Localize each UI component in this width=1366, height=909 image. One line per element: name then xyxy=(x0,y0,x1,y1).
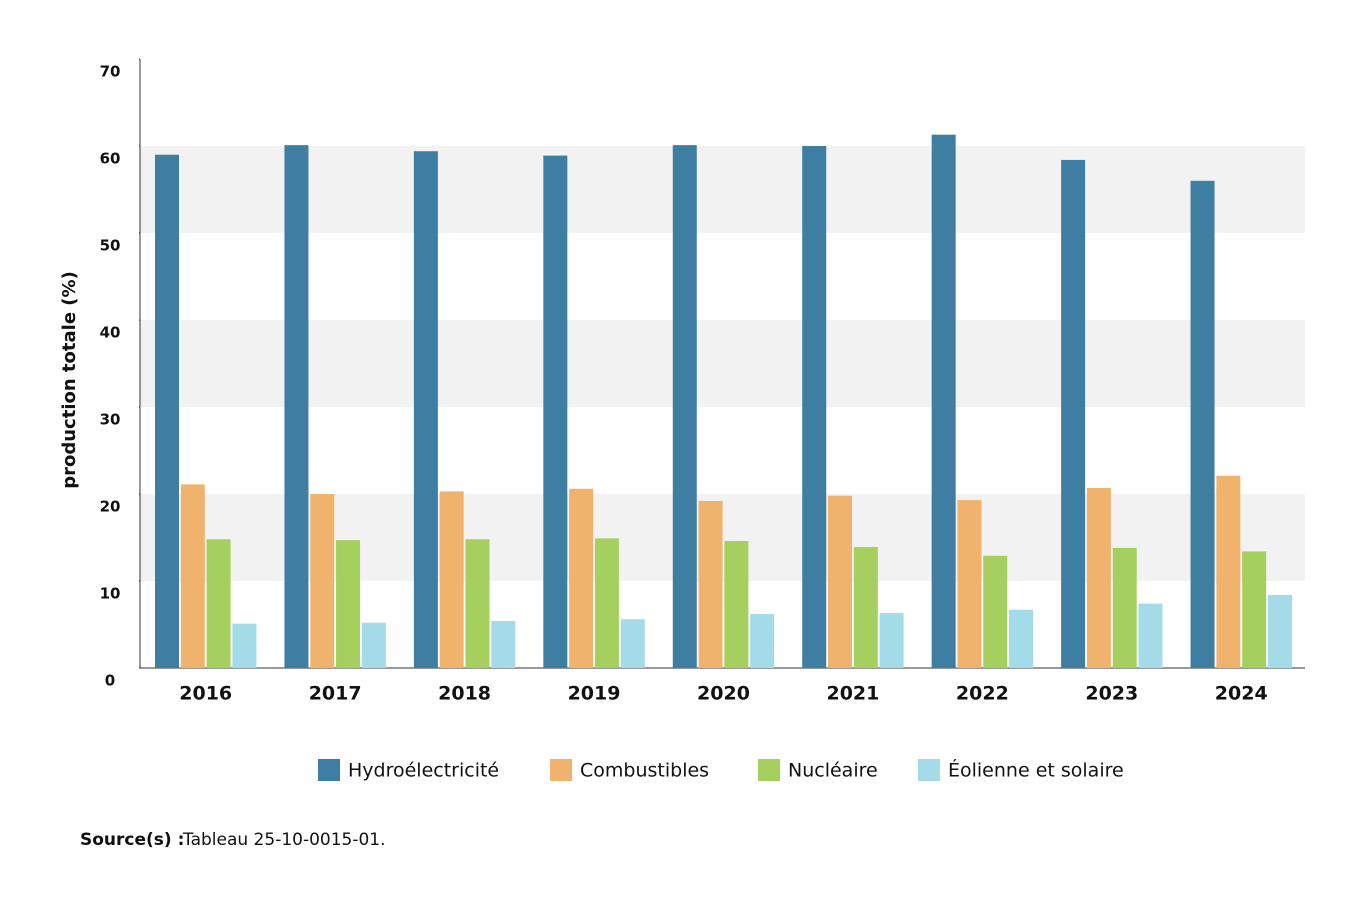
bar xyxy=(206,539,231,668)
legend-label: Hydroélectricité xyxy=(348,760,499,782)
bar xyxy=(1190,180,1215,669)
bar xyxy=(750,614,775,668)
x-tick-label: 2023 xyxy=(1085,683,1138,705)
bar xyxy=(180,484,205,668)
x-tick-label: 2018 xyxy=(438,683,491,705)
bar xyxy=(439,491,464,668)
bar xyxy=(155,154,179,668)
bar xyxy=(1112,547,1137,668)
bar xyxy=(724,540,749,668)
bar xyxy=(1086,487,1111,668)
y-tick-label: 30 xyxy=(100,411,121,429)
bar xyxy=(983,555,1008,668)
legend-swatch xyxy=(318,759,340,781)
bar xyxy=(284,145,309,668)
bar xyxy=(1009,609,1034,668)
bar xyxy=(594,538,619,668)
bar xyxy=(931,134,956,668)
y-tick-label: 50 xyxy=(100,237,121,255)
bar xyxy=(310,494,335,668)
bar xyxy=(336,540,361,668)
bar xyxy=(698,500,723,668)
x-tick-label: 2017 xyxy=(309,683,362,705)
grid-band xyxy=(140,320,1305,407)
bar xyxy=(828,495,853,668)
bar xyxy=(853,547,878,668)
bar xyxy=(569,488,594,668)
y-axis-label: production totale (%) xyxy=(59,271,80,489)
bar xyxy=(802,146,827,668)
legend-label: Éolienne et solaire xyxy=(948,759,1124,782)
bar xyxy=(1061,159,1086,669)
bar xyxy=(543,155,568,668)
x-tick-label: 2022 xyxy=(956,683,1009,705)
bar xyxy=(957,500,982,668)
bar xyxy=(361,622,386,668)
y-tick-label: 0 xyxy=(105,672,115,690)
legend-swatch xyxy=(550,759,572,781)
bar xyxy=(1138,603,1163,668)
bar xyxy=(413,151,438,669)
y-tick-label: 10 xyxy=(100,585,121,603)
y-tick-label: 70 xyxy=(100,63,121,81)
bar xyxy=(879,613,904,668)
bar xyxy=(672,145,697,668)
x-tick-label: 2020 xyxy=(697,683,750,705)
grid-band xyxy=(140,146,1305,233)
x-tick-label: 2019 xyxy=(568,683,621,705)
bar xyxy=(1216,475,1241,668)
bar xyxy=(232,623,257,668)
legend-swatch xyxy=(758,759,780,781)
bar xyxy=(1267,594,1292,668)
bar xyxy=(620,619,645,668)
y-tick-label: 60 xyxy=(100,150,121,168)
y-tick-label: 20 xyxy=(100,498,121,516)
legend-label: Nucléaire xyxy=(788,760,878,782)
x-tick-label: 2024 xyxy=(1215,683,1268,705)
x-tick-label: 2016 xyxy=(179,683,232,705)
y-tick-label: 40 xyxy=(100,324,121,342)
source-label: Source(s) : xyxy=(80,830,184,850)
legend-label: Combustibles xyxy=(580,760,709,782)
bar xyxy=(465,539,490,668)
bar xyxy=(491,621,516,668)
x-tick-label: 2021 xyxy=(826,683,879,705)
bar xyxy=(1242,551,1267,668)
source-text: Tableau 25-10-0015-01. xyxy=(182,830,386,850)
legend-swatch xyxy=(918,759,940,781)
